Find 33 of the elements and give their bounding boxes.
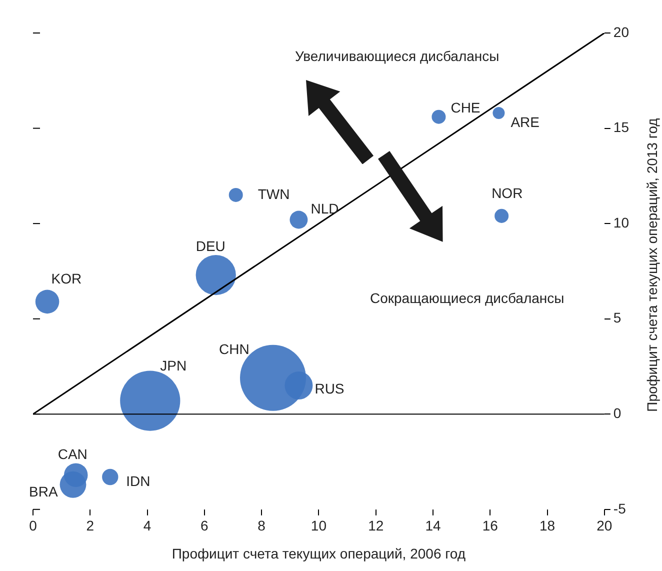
y-axis-title: Профицит счета текущих операций, 2013 год <box>644 118 660 412</box>
x-tick-label: 2 <box>86 518 94 534</box>
annotation: CAN <box>58 446 88 462</box>
y-tick-label: 15 <box>613 119 630 136</box>
y-tick-label: -5 <box>613 500 626 516</box>
x-tick-label: 4 <box>143 518 152 534</box>
y-tick-label: 5 <box>613 310 622 326</box>
annotation: CHE <box>450 100 480 116</box>
annotation: JPN <box>160 358 187 374</box>
annotation: NLD <box>310 200 339 217</box>
annotation: TWN <box>258 186 290 202</box>
annotation: RUS <box>314 380 344 396</box>
annotation: ARE <box>510 114 540 130</box>
annotation: IDN <box>126 472 150 489</box>
x-tick-label: 16 <box>482 518 498 534</box>
x-tick-label: 8 <box>258 518 266 534</box>
y-tick-label: 10 <box>613 214 630 230</box>
annotation: DEU <box>196 238 226 254</box>
annotation: BRA <box>29 483 58 500</box>
x-axis-title: Профицит счета текущих операций, 2006 год <box>172 545 466 562</box>
x-tick-label: 0 <box>29 518 38 534</box>
annotation: NOR <box>492 184 523 201</box>
x-tick-label: 18 <box>539 518 556 534</box>
y-tick-label: 20 <box>613 24 630 40</box>
x-tick-label: 6 <box>200 518 209 534</box>
x-tick-label: 12 <box>368 518 384 534</box>
annotation: KOR <box>51 270 82 287</box>
x-tick-label: 10 <box>310 518 327 534</box>
annotation: Увеличивающиеся дисбалансы <box>295 48 500 64</box>
y-tick-label: 0 <box>613 404 622 421</box>
annotation: CHN <box>219 340 250 357</box>
x-tick-label: 14 <box>425 518 441 534</box>
annotation: Сокращающиеся дисбалансы <box>370 290 564 306</box>
